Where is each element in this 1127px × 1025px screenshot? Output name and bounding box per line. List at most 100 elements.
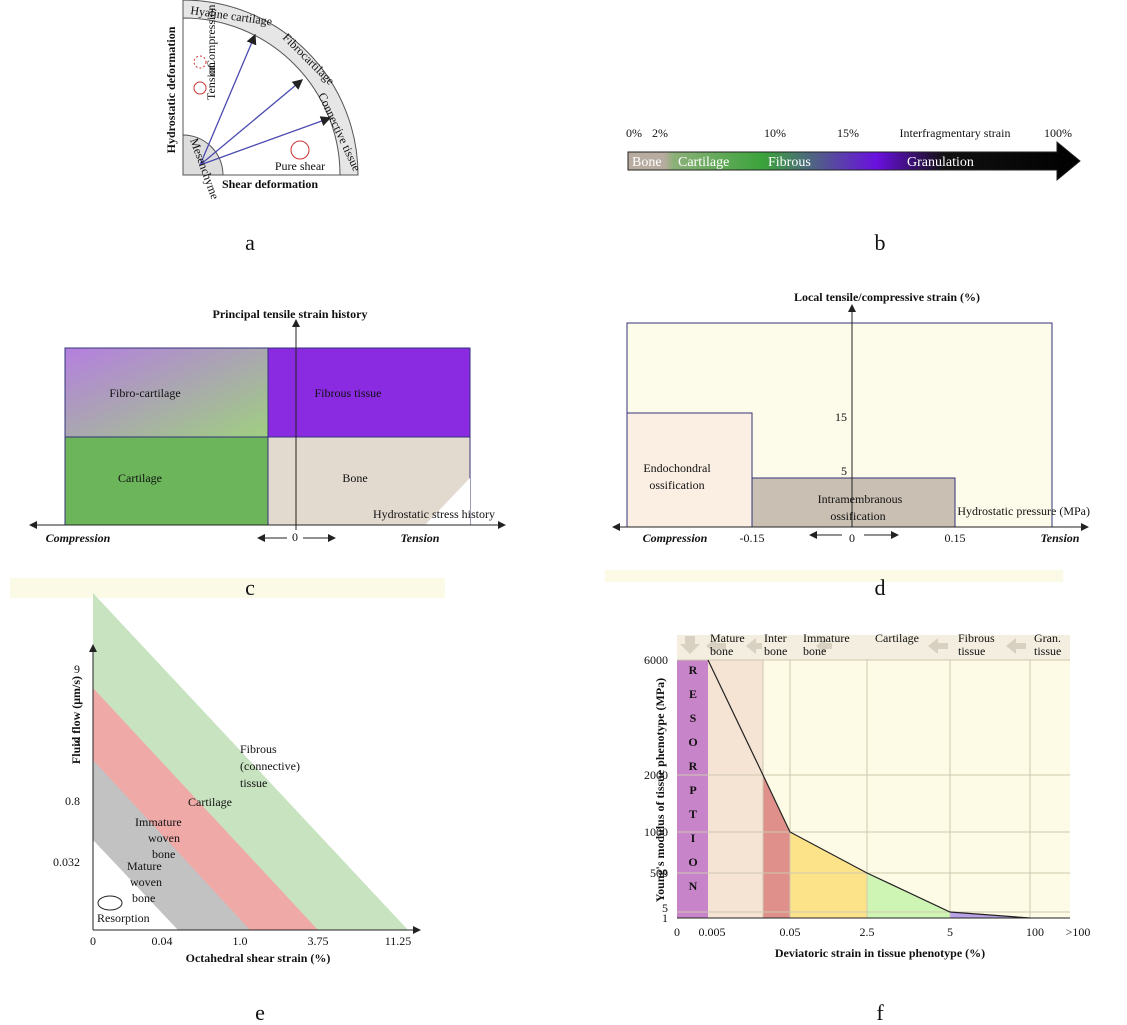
region-label: Cartilage: [188, 795, 232, 809]
resorption-letter: N: [689, 879, 698, 893]
y-tick-label: 0.032: [53, 855, 80, 869]
region-label: woven: [130, 875, 162, 889]
tick-label: 2%: [652, 126, 668, 140]
legend-text: Compression: [204, 5, 218, 68]
region-label: woven: [148, 831, 180, 845]
tissue-label: Fibrous: [768, 155, 811, 170]
resorption-letter: O: [688, 735, 697, 749]
phase-label: tissue: [1034, 644, 1061, 658]
phase-label: Immature: [803, 631, 850, 645]
resorption-letter: P: [689, 783, 696, 797]
x-tick-label: 100: [1026, 925, 1044, 939]
phase-label: Fibrous: [958, 631, 995, 645]
y-tick-label: 5: [841, 464, 847, 478]
region-label: Fibrous tissue: [314, 386, 381, 400]
panel-label: f: [876, 1000, 884, 1025]
y-tick-label: 500: [650, 866, 668, 880]
panel-d: Local tensile/compressive strain (%) Hyd…: [605, 290, 1090, 600]
x-tick-label: 0: [90, 934, 96, 948]
resorption-letter: S: [690, 711, 697, 725]
region-label: Resorption: [97, 911, 150, 925]
panel-a: Hydrostatic deformation Shear deformatio…: [164, 0, 364, 255]
phase-label: bone: [803, 644, 826, 658]
y-tick-label: 9: [74, 662, 80, 676]
y-tick-label: 1: [662, 911, 668, 925]
axis-end-label: Compression: [46, 531, 111, 545]
resorption-letter: E: [689, 687, 697, 701]
x-axis-title: Hydrostatic pressure (MPa): [957, 504, 1090, 518]
y-tick-label: 6000: [644, 653, 668, 667]
x-tick-label: >100: [1066, 925, 1091, 939]
axis-end-label: Tension: [401, 531, 440, 545]
y-axis-title: Fluid flow (μm/s): [69, 676, 83, 764]
region-label: Immature: [135, 815, 182, 829]
region-label: tissue: [240, 776, 267, 790]
panel-b: 0% 2% 10% 15% Interfragmentary strain 10…: [626, 126, 1080, 255]
phase-label: tissue: [958, 644, 985, 658]
region-label: Bone: [342, 471, 367, 485]
region-label: Fibrous: [240, 742, 277, 756]
x-tick-label: 0.04: [152, 934, 173, 948]
phase-label: Inter: [764, 631, 787, 645]
y-tick-label: 2000: [644, 768, 668, 782]
region-label: Mature: [127, 859, 162, 873]
panel-label: c: [245, 575, 255, 600]
y-tick-label: 0.8: [65, 794, 80, 808]
tick-label: 15%: [837, 126, 859, 140]
axis-title: Interfragmentary strain: [900, 126, 1011, 140]
resorption-letter: R: [689, 663, 698, 677]
axis-zero: 0: [292, 530, 298, 544]
region-label: Intramembranous: [818, 492, 903, 506]
resorption-letter: O: [688, 855, 697, 869]
panel-e: Fluid flow (μm/s) Octahedral shear strai…: [53, 593, 420, 1025]
phase-label: bone: [764, 644, 787, 658]
region-label: Fibro-cartilage: [109, 386, 180, 400]
y-tick-label: 3: [74, 734, 80, 748]
panel-label: d: [875, 575, 886, 600]
tick-label: 100%: [1044, 126, 1072, 140]
region-label: ossification: [830, 509, 885, 523]
tick-label: 0%: [626, 126, 642, 140]
x-tick-label: 0.15: [945, 531, 966, 545]
region-label: Cartilage: [118, 471, 162, 485]
region-label: bone: [132, 891, 155, 905]
resorption-letter: T: [689, 807, 697, 821]
panel-c: Principal tensile strain history Hydrost…: [10, 307, 505, 600]
x-axis-title: Shear deformation: [222, 177, 318, 191]
y-tick-label: 15: [835, 410, 847, 424]
y-axis-title: Principal tensile strain history: [213, 307, 368, 321]
note: Pure shear: [275, 159, 325, 173]
tissue-label: Granulation: [907, 155, 974, 170]
x-tick-label: 3.75: [308, 934, 329, 948]
phase-label: bone: [710, 644, 733, 658]
resorption-letter: I: [691, 831, 696, 845]
x-tick-label: 0: [849, 531, 855, 545]
x-tick-label: 0.05: [780, 925, 801, 939]
phase-label: Gran.: [1034, 631, 1061, 645]
region-label: Endochondral: [643, 461, 711, 475]
y-axis-title: Hydrostatic deformation: [164, 26, 178, 153]
y-tick-label: 1000: [644, 825, 668, 839]
x-tick-label: 11.25: [385, 934, 412, 948]
panel-label: a: [245, 230, 255, 255]
x-tick-label: 1.0: [233, 934, 248, 948]
tissue-label: Bone: [632, 155, 662, 170]
resorption-letter: R: [689, 759, 698, 773]
phase-label: Cartilage: [875, 631, 919, 645]
region-label: (connective): [240, 759, 300, 773]
tick-label: 10%: [764, 126, 786, 140]
axis-end-label: Compression: [643, 531, 708, 545]
figure: Hydrostatic deformation Shear deformatio…: [0, 0, 1127, 1025]
phase-label: Mature: [710, 631, 745, 645]
x-axis-title: Hydrostatic stress history: [373, 507, 495, 521]
region-label: ossification: [649, 478, 704, 492]
panel-label: b: [875, 230, 886, 255]
x-tick-label: -0.15: [740, 531, 765, 545]
x-tick-label: 0.005: [699, 925, 726, 939]
tissue-label: Cartilage: [678, 155, 729, 170]
x-tick-label: 5: [947, 925, 953, 939]
x-axis-title: Octahedral shear strain (%): [186, 951, 331, 965]
axis-end-label: Tension: [1041, 531, 1080, 545]
x-axis-title: Deviatoric strain in tissue phenotype (%…: [775, 946, 985, 960]
